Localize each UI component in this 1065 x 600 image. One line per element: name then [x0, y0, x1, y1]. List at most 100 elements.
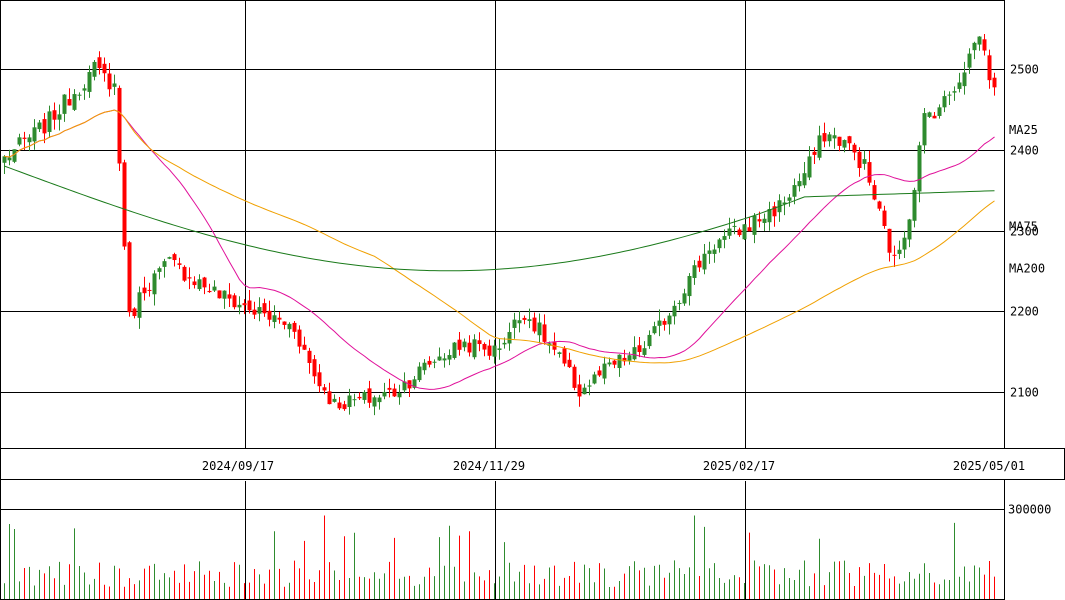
candle-body [12, 149, 17, 162]
candle-body [602, 363, 607, 379]
candle-body [887, 228, 892, 253]
candle-body [197, 279, 202, 290]
candle-body [522, 317, 527, 320]
candle-body [922, 113, 927, 146]
date-tick-label: 2024/09/17 [202, 459, 274, 473]
candle-body [302, 344, 307, 350]
candle-body [452, 342, 457, 358]
candle-body [752, 215, 757, 235]
candle-body [907, 219, 912, 240]
candle-body [757, 219, 762, 222]
candle-body [82, 88, 87, 91]
volume-panel: 300000 [0, 479, 1051, 600]
candle-body [202, 277, 207, 288]
candle-body [657, 320, 662, 326]
moving-average-label: MA75 [1009, 220, 1038, 234]
candle-body [827, 134, 832, 142]
candle-body [137, 292, 142, 318]
price-y-tick-labels: 2100 2200 2300 2400 2500 [1010, 63, 1039, 400]
price-y-tick-label: 2500 [1010, 63, 1039, 77]
candle-body [142, 287, 147, 294]
candle-body [417, 366, 422, 381]
candle-body [487, 345, 492, 356]
candle-body [447, 355, 452, 360]
candle-body [112, 83, 117, 87]
candle-body [177, 263, 182, 265]
candle-body [362, 392, 367, 400]
candle-body [912, 189, 917, 221]
candle-body [647, 334, 652, 347]
candle-body [282, 321, 287, 325]
candle-body [877, 201, 882, 209]
candle-body [917, 145, 922, 192]
candle-body [702, 253, 707, 270]
candle-body [442, 358, 447, 361]
candle-body [342, 404, 347, 410]
candle-body [507, 332, 512, 344]
candle-body [502, 342, 507, 345]
price-y-tick-label: 2400 [1010, 144, 1039, 158]
candle-body [237, 304, 242, 308]
candle-body [812, 151, 817, 155]
candle-body [967, 53, 972, 68]
candle-body [977, 36, 982, 45]
candle-body [722, 236, 727, 240]
candle-body [632, 347, 637, 360]
candle-body [482, 343, 487, 350]
candle-body [52, 110, 57, 120]
candle-body [742, 224, 747, 240]
candle-body [147, 289, 152, 291]
volume-y-tick-label: 300000 [1008, 503, 1051, 517]
candle-body [972, 42, 977, 51]
candle-body [427, 360, 432, 365]
candle-body [867, 162, 872, 183]
price-gridlines [0, 1, 1004, 448]
candle-body [797, 181, 802, 187]
candle-body [217, 290, 222, 299]
candle-body [17, 137, 22, 145]
candle-body [862, 159, 867, 164]
candle-body [22, 137, 27, 139]
candle-body [707, 250, 712, 254]
candle-body [567, 359, 572, 368]
moving-average-label: MA25 [1009, 123, 1038, 137]
candle-body [617, 354, 622, 369]
candle-body [292, 322, 297, 332]
candle-body [537, 322, 542, 336]
candle-body [107, 73, 112, 90]
candle-body [682, 293, 687, 304]
candle-body [542, 324, 547, 342]
candle-body [432, 361, 437, 363]
candle-body [62, 94, 67, 114]
candle-body [717, 239, 722, 249]
candle-body [937, 107, 942, 116]
candle-body [37, 122, 42, 130]
moving-average-line [4, 165, 995, 272]
candle-body [517, 320, 522, 324]
candle-body [627, 355, 632, 361]
candle-body [727, 228, 732, 236]
price-panel: 2100 2200 2300 2400 2500 MA25 MA75 MA200 [0, 0, 1045, 449]
date-tick-label: 2024/11/29 [453, 459, 525, 473]
candle-body [402, 381, 407, 391]
candle-body [2, 156, 7, 163]
candle-body [662, 320, 667, 325]
candle-body [572, 366, 577, 388]
candle-body [807, 156, 812, 178]
candle-body [42, 119, 47, 134]
candle-body [892, 254, 897, 256]
candle-body [767, 208, 772, 223]
price-y-tick-label: 2100 [1010, 386, 1039, 400]
candle-body [122, 162, 127, 247]
candle-body [192, 281, 197, 286]
candle-body [587, 385, 592, 387]
candle-body [932, 115, 937, 119]
candle-body [652, 326, 657, 334]
candle-body [882, 210, 887, 227]
candle-body [327, 391, 332, 405]
candlesticks [2, 33, 997, 416]
candle-body [97, 57, 102, 69]
candle-body [557, 352, 562, 355]
candle-body [387, 387, 392, 390]
candle-body [592, 374, 597, 384]
